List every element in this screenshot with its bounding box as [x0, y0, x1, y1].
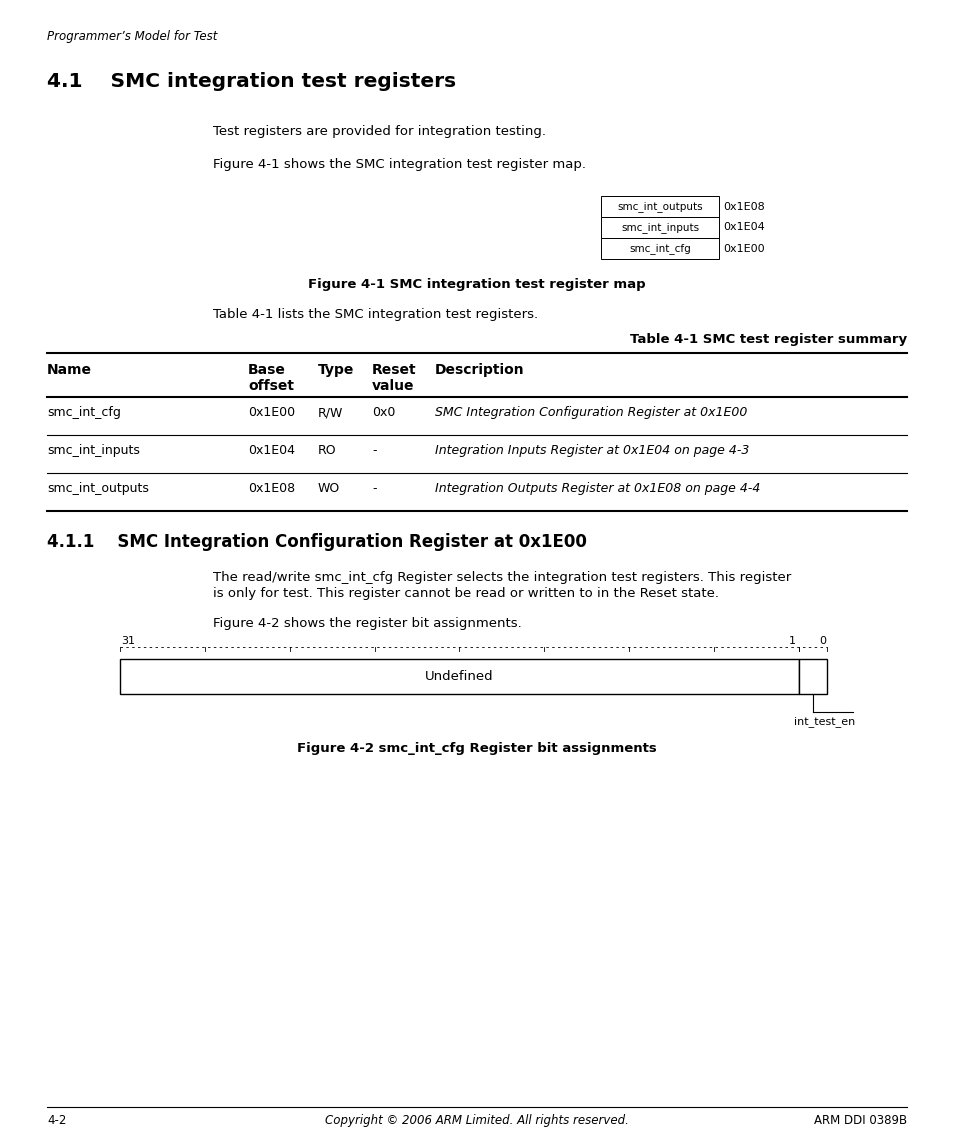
Text: Description: Description — [435, 363, 524, 377]
Text: Base
offset: Base offset — [248, 363, 294, 393]
Text: smc_int_outputs: smc_int_outputs — [617, 202, 702, 212]
Text: is only for test. This register cannot be read or written to in the Reset state.: is only for test. This register cannot b… — [213, 587, 719, 600]
Text: 0x1E04: 0x1E04 — [722, 222, 764, 232]
Text: 4-2: 4-2 — [47, 1114, 67, 1127]
Text: Table 4-1 lists the SMC integration test registers.: Table 4-1 lists the SMC integration test… — [213, 308, 537, 321]
Text: 0x1E08: 0x1E08 — [248, 482, 294, 495]
Text: smc_int_inputs: smc_int_inputs — [47, 444, 140, 457]
Text: 0x1E00: 0x1E00 — [248, 406, 294, 419]
Text: Integration Outputs Register at 0x1E08 on page 4-4: Integration Outputs Register at 0x1E08 o… — [435, 482, 760, 495]
Text: R/W: R/W — [317, 406, 343, 419]
Text: Table 4-1 SMC test register summary: Table 4-1 SMC test register summary — [629, 333, 906, 346]
Text: Figure 4-2 shows the register bit assignments.: Figure 4-2 shows the register bit assign… — [213, 617, 521, 630]
Text: Reset
value: Reset value — [372, 363, 416, 393]
Text: smc_int_cfg: smc_int_cfg — [628, 243, 690, 254]
Text: smc_int_inputs: smc_int_inputs — [620, 222, 699, 232]
Text: Undefined: Undefined — [425, 670, 494, 684]
Text: smc_int_outputs: smc_int_outputs — [47, 482, 149, 495]
Text: 0: 0 — [818, 635, 825, 646]
Text: Test registers are provided for integration testing.: Test registers are provided for integrat… — [213, 125, 545, 139]
Text: -: - — [372, 482, 376, 495]
Text: Figure 4-2 smc_int_cfg Register bit assignments: Figure 4-2 smc_int_cfg Register bit assi… — [296, 742, 657, 755]
Text: Copyright © 2006 ARM Limited. All rights reserved.: Copyright © 2006 ARM Limited. All rights… — [325, 1114, 628, 1127]
Text: Name: Name — [47, 363, 91, 377]
Text: Figure 4-1 shows the SMC integration test register map.: Figure 4-1 shows the SMC integration tes… — [213, 158, 585, 171]
Text: 0x1E00: 0x1E00 — [722, 244, 763, 253]
Text: 31: 31 — [121, 635, 135, 646]
Text: 0x0: 0x0 — [372, 406, 395, 419]
Text: Type: Type — [317, 363, 354, 377]
Text: Programmer’s Model for Test: Programmer’s Model for Test — [47, 30, 217, 44]
Text: Figure 4-1 SMC integration test register map: Figure 4-1 SMC integration test register… — [308, 278, 645, 291]
Bar — [600, 238, 719, 259]
Text: The read/write smc_int_cfg Register selects the integration test registers. This: The read/write smc_int_cfg Register sele… — [213, 571, 790, 584]
Text: WO: WO — [317, 482, 340, 495]
Text: ARM DDI 0389B: ARM DDI 0389B — [813, 1114, 906, 1127]
Bar — [120, 660, 799, 694]
Text: RO: RO — [317, 444, 336, 457]
Text: 1: 1 — [788, 635, 795, 646]
Text: 0x1E08: 0x1E08 — [722, 202, 764, 212]
Bar — [600, 196, 719, 218]
Text: int_test_en: int_test_en — [793, 716, 854, 727]
Text: 4.1    SMC integration test registers: 4.1 SMC integration test registers — [47, 72, 456, 90]
Text: 0x1E04: 0x1E04 — [248, 444, 294, 457]
Bar — [600, 218, 719, 238]
Text: smc_int_cfg: smc_int_cfg — [47, 406, 121, 419]
Text: -: - — [372, 444, 376, 457]
Bar — [799, 660, 826, 694]
Text: Integration Inputs Register at 0x1E04 on page 4-3: Integration Inputs Register at 0x1E04 on… — [435, 444, 749, 457]
Text: 4.1.1    SMC Integration Configuration Register at 0x1E00: 4.1.1 SMC Integration Configuration Regi… — [47, 534, 586, 551]
Text: SMC Integration Configuration Register at 0x1E00: SMC Integration Configuration Register a… — [435, 406, 746, 419]
